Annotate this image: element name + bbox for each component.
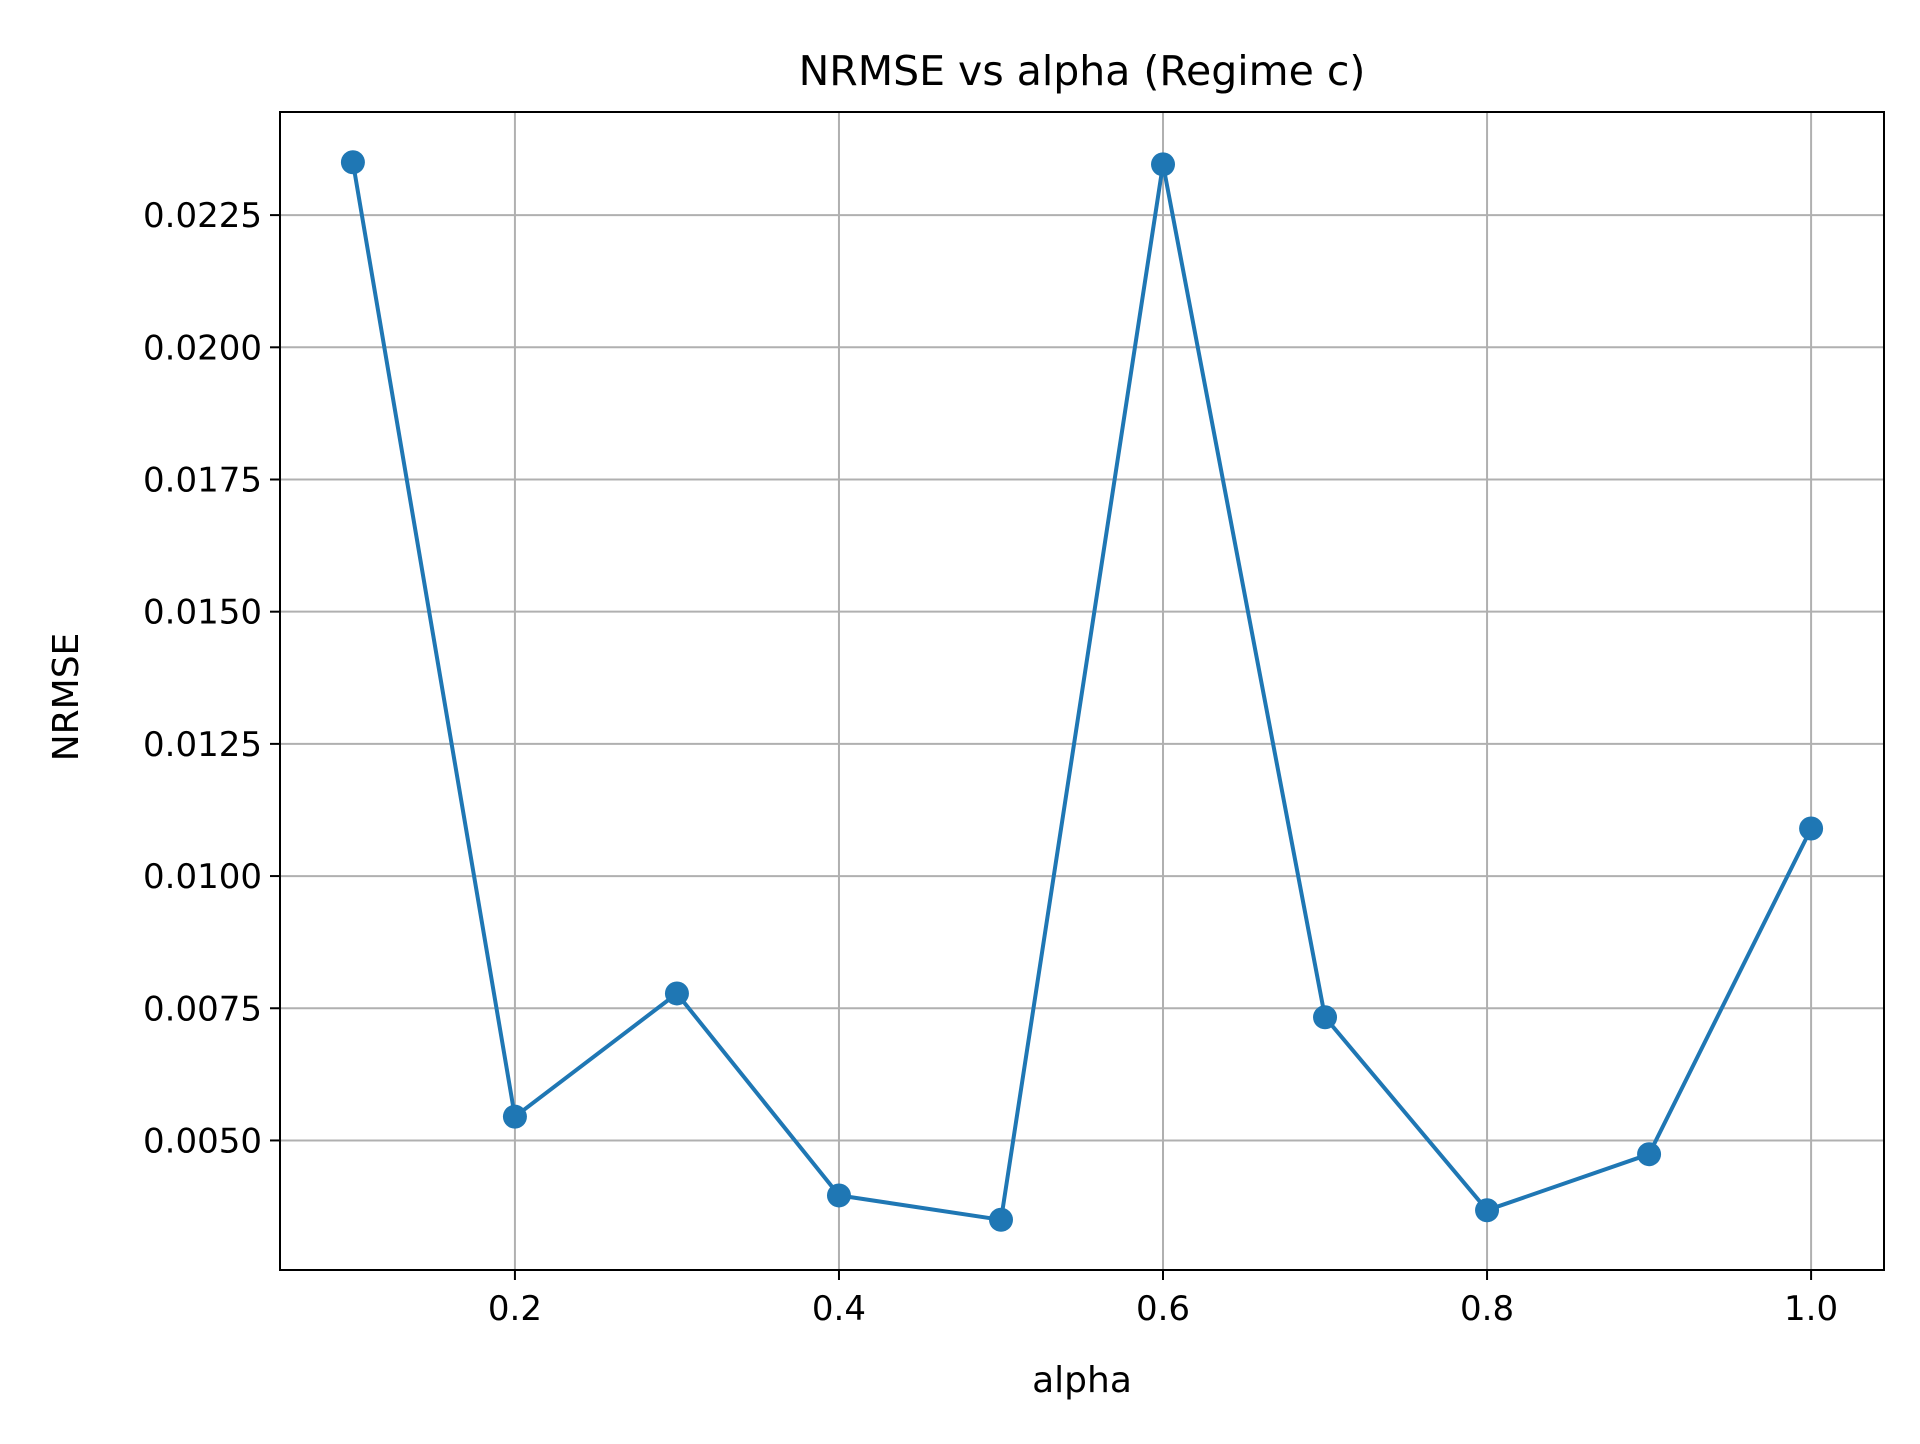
y-tick-label: 0.0125	[143, 725, 262, 765]
data-series	[340, 150, 1824, 1232]
axis-ticks: 0.2 0.4 0.6 0.8 1.0 0.0050 0.0075 0.0100 0.0125 0…	[143, 196, 1838, 1329]
data-point	[1151, 152, 1176, 177]
y-axis-label: NRMSE	[46, 633, 87, 762]
data-point	[1313, 1005, 1338, 1030]
data-point	[1799, 816, 1824, 841]
data-point	[988, 1207, 1013, 1232]
series-line	[350, 161, 1813, 1222]
y-tick-label: 0.0150	[143, 593, 262, 633]
x-tick-label: 1.0	[1784, 1289, 1838, 1329]
data-point	[1475, 1198, 1500, 1223]
x-axis-label: alpha	[1032, 1360, 1132, 1401]
data-point	[1637, 1142, 1662, 1167]
y-tick-label: 0.0100	[143, 857, 262, 897]
grid-lines	[280, 112, 1884, 1270]
x-tick-label: 0.8	[1460, 1289, 1514, 1329]
y-tick-label: 0.0175	[143, 460, 262, 500]
y-tick-label: 0.0050	[143, 1121, 262, 1161]
chart-title: NRMSE vs alpha (Regime c)	[799, 47, 1366, 95]
y-tick-label: 0.0200	[143, 328, 262, 368]
x-tick-label: 0.4	[812, 1289, 866, 1329]
x-tick-label: 0.2	[488, 1289, 542, 1329]
plot-area-frame	[279, 111, 1885, 1271]
data-point	[826, 1183, 851, 1208]
data-point	[340, 150, 365, 175]
data-point	[502, 1104, 527, 1129]
y-tick-label: 0.0075	[143, 989, 262, 1029]
data-point	[664, 981, 689, 1006]
y-tick-label: 0.0225	[143, 196, 262, 236]
x-tick-label: 0.6	[1136, 1289, 1190, 1329]
